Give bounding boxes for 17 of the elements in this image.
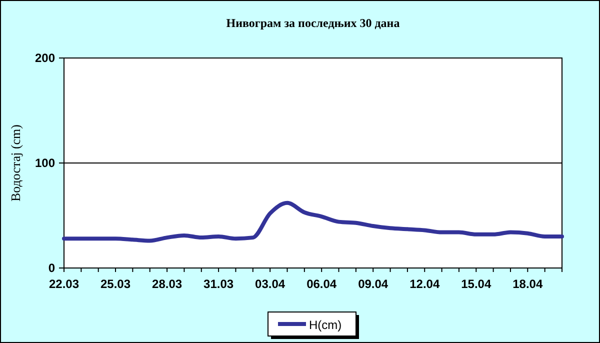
- y-tick-label: 200: [34, 51, 56, 65]
- x-tick-label: 12.04: [410, 277, 440, 291]
- y-tick-label: 100: [34, 156, 56, 170]
- x-tick-label: 25.03: [100, 277, 131, 291]
- x-tick-label: 09.04: [358, 277, 388, 291]
- x-tick-label: 28.03: [152, 277, 182, 291]
- y-tick-label: 0: [48, 261, 56, 275]
- x-tick-label: 31.03: [204, 277, 234, 291]
- y-axis-title: Водостај (cm): [8, 124, 23, 202]
- x-tick-label: 06.04: [306, 277, 337, 291]
- chart-title: Нивограм за последњих 30 дана: [226, 16, 400, 30]
- x-tick-label: 15.04: [461, 277, 492, 291]
- legend-label: H(cm): [309, 318, 342, 332]
- x-tick-label: 18.04: [512, 277, 543, 291]
- line-series: [62, 200, 564, 243]
- x-tick-label: 03.04: [255, 277, 286, 291]
- x-tick-label: 22.03: [48, 277, 80, 291]
